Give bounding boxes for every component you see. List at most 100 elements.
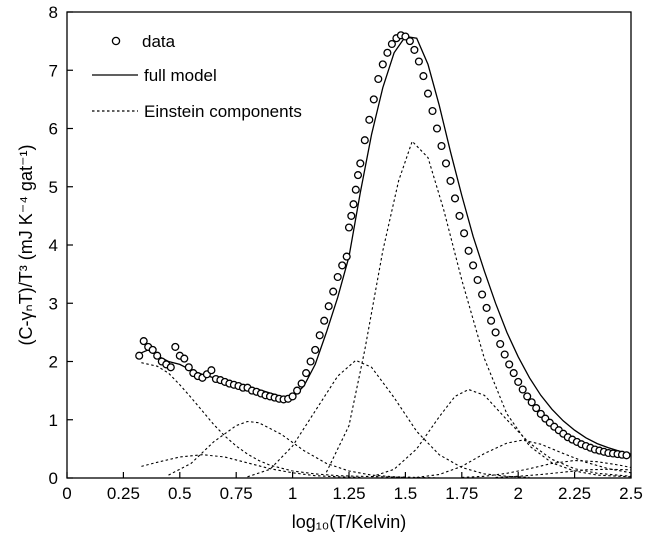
data-point <box>446 176 455 185</box>
data-point <box>478 290 487 299</box>
data-point <box>432 124 442 133</box>
x-tick-label: 1 <box>288 484 297 503</box>
data-point <box>378 60 387 69</box>
data-point <box>342 252 351 261</box>
data-point <box>423 89 433 98</box>
data-point <box>349 200 358 209</box>
data-point <box>324 302 333 311</box>
data-point <box>419 72 428 81</box>
data-point <box>333 272 342 282</box>
data-point <box>523 392 532 401</box>
y-tick-label: 1 <box>49 411 58 430</box>
data-point <box>410 45 419 54</box>
x-tick-label: 2.5 <box>619 484 643 503</box>
data-point <box>441 159 451 168</box>
legend-data-marker <box>111 36 121 46</box>
x-tick-label: 2 <box>513 484 522 503</box>
x-tick-label: 0.75 <box>220 484 253 503</box>
data-point <box>315 331 324 340</box>
data-point <box>428 106 437 116</box>
data-point <box>469 261 478 270</box>
y-tick-label: 3 <box>49 294 58 313</box>
data-point <box>353 171 363 180</box>
data-point <box>437 141 446 151</box>
data-point <box>473 275 482 285</box>
einstein-component-2 <box>141 454 361 478</box>
data-point <box>496 339 505 349</box>
data-point <box>509 369 518 378</box>
data-point <box>527 398 536 407</box>
data-point <box>184 363 193 372</box>
einstein-component-3 <box>168 420 440 479</box>
y-tick-label: 2 <box>49 353 58 372</box>
data-point <box>464 246 473 255</box>
data-point <box>365 115 374 124</box>
y-tick-label: 0 <box>49 469 58 488</box>
y-tick-label: 6 <box>49 120 58 139</box>
data-point <box>338 261 347 270</box>
data-point <box>450 194 460 203</box>
data-point <box>518 385 527 394</box>
data-point <box>329 287 338 296</box>
data-point <box>148 345 157 354</box>
y-axis-title: (C-γₙT)/T³ (mJ K⁻⁴ gat⁻¹) <box>16 145 36 346</box>
y-tick-label: 5 <box>49 178 58 197</box>
data-point <box>288 392 297 401</box>
axes: 0 0.25 0.5 0.75 1 1.25 1.5 1.75 2 2.25 2.5 0 1 2 3 4 5 6 7… <box>49 3 643 503</box>
x-tick-label: 0.5 <box>168 484 192 503</box>
x-tick-label: 1.25 <box>332 484 365 503</box>
data-point <box>482 303 491 312</box>
data-point <box>297 379 306 388</box>
data-point <box>500 350 509 359</box>
legend-label: full model <box>144 66 217 85</box>
x-tick-label: 1.75 <box>445 484 478 503</box>
data-point <box>387 39 396 49</box>
data-point <box>135 351 144 360</box>
einstein-component-4 <box>247 359 530 478</box>
x-tick-label: 1.5 <box>394 484 418 503</box>
einstein-component-5 <box>325 140 632 478</box>
x-tick-label: 2.25 <box>558 484 591 503</box>
data-point <box>360 136 369 145</box>
data-point <box>532 404 541 413</box>
einstein-component-6 <box>371 388 632 478</box>
data-point <box>536 409 545 418</box>
data-point <box>166 363 175 372</box>
data-point <box>302 369 311 378</box>
data-point <box>180 354 189 363</box>
full-model-line <box>141 35 632 455</box>
einstein-component-8 <box>461 459 632 478</box>
data-point <box>414 57 423 66</box>
legend-label: data <box>142 32 176 51</box>
einstein-component-7 <box>416 439 632 478</box>
data-point <box>491 328 500 337</box>
x-tick-label: 0 <box>62 484 71 503</box>
data-point <box>293 386 302 395</box>
data-point <box>351 185 360 194</box>
einstein-component-1 <box>141 362 406 478</box>
data-point <box>369 95 378 104</box>
data-point <box>153 351 162 360</box>
data-point <box>514 377 523 386</box>
y-tick-label: 8 <box>49 3 58 22</box>
y-tick-label: 4 <box>49 236 58 255</box>
data-point <box>460 229 469 238</box>
y-tick-label: 7 <box>49 61 58 80</box>
data-point <box>347 211 356 220</box>
x-axis-title: log₁₀(T/Kelvin) <box>292 512 407 532</box>
data-point <box>207 366 216 375</box>
data-point <box>455 211 464 220</box>
data-point <box>356 159 365 168</box>
data-point <box>505 360 514 369</box>
data-point <box>383 48 392 57</box>
data-point <box>622 451 631 460</box>
data-point <box>374 74 383 84</box>
legend-label: Einstein components <box>144 102 302 121</box>
x-tick-label: 0.25 <box>107 484 140 503</box>
data-point <box>487 316 496 325</box>
data-point <box>306 357 315 366</box>
data-point <box>311 345 320 354</box>
plot-area <box>135 31 632 479</box>
